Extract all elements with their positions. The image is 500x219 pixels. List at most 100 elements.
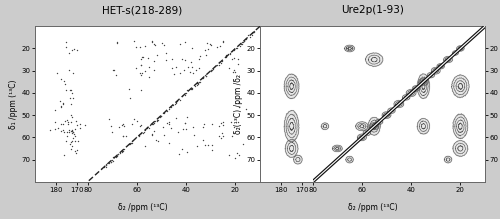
Polygon shape xyxy=(417,74,430,99)
Point xyxy=(228,134,236,138)
Point xyxy=(72,48,80,51)
Point xyxy=(222,55,230,58)
Point xyxy=(52,127,60,131)
Point xyxy=(56,105,64,108)
Point xyxy=(66,96,74,100)
Polygon shape xyxy=(294,155,302,164)
Point xyxy=(114,152,122,156)
Polygon shape xyxy=(284,110,299,142)
Polygon shape xyxy=(388,108,395,113)
Point xyxy=(211,64,219,68)
Point xyxy=(50,120,58,124)
Point xyxy=(141,44,149,48)
Point xyxy=(64,134,72,137)
Point xyxy=(136,63,144,66)
Point xyxy=(204,47,212,51)
Point xyxy=(126,142,134,146)
Point xyxy=(160,133,168,136)
Point xyxy=(236,106,244,109)
Point xyxy=(128,122,136,125)
Point xyxy=(192,85,200,88)
Point xyxy=(230,68,238,72)
Point xyxy=(230,56,238,60)
Point xyxy=(160,111,168,115)
Point xyxy=(184,88,192,92)
Polygon shape xyxy=(427,72,434,78)
Point xyxy=(228,49,236,53)
Point xyxy=(71,134,79,137)
Point xyxy=(182,127,190,131)
Point xyxy=(150,121,158,125)
Point xyxy=(110,155,118,159)
Point xyxy=(136,71,144,74)
Point xyxy=(138,131,146,134)
Point xyxy=(176,43,184,46)
Point xyxy=(65,131,73,134)
Point xyxy=(110,155,118,159)
Point xyxy=(110,68,118,72)
Point xyxy=(216,61,224,64)
Point xyxy=(158,115,166,118)
Point xyxy=(188,47,196,50)
Point xyxy=(120,124,128,127)
Point xyxy=(140,144,148,148)
Point xyxy=(59,122,67,125)
Point xyxy=(248,33,256,37)
Point xyxy=(70,127,78,130)
Point xyxy=(148,122,156,126)
Point xyxy=(235,101,243,104)
Point xyxy=(174,153,182,156)
Point xyxy=(178,58,186,61)
Point xyxy=(152,119,160,122)
Point xyxy=(233,151,241,155)
Polygon shape xyxy=(382,112,391,118)
Point xyxy=(69,131,77,134)
Point xyxy=(150,129,158,133)
Point xyxy=(158,42,166,45)
Point xyxy=(67,129,75,132)
Point xyxy=(134,134,142,137)
Point xyxy=(68,113,76,117)
Point xyxy=(208,68,216,72)
Point xyxy=(68,92,76,95)
Point xyxy=(176,71,184,75)
Point xyxy=(119,134,127,138)
Point xyxy=(152,119,160,123)
Point xyxy=(64,122,72,125)
Point xyxy=(63,130,71,134)
Point xyxy=(68,129,76,133)
Point xyxy=(215,63,223,67)
Point xyxy=(138,131,145,135)
Point xyxy=(172,100,180,104)
Point xyxy=(187,60,195,64)
Point xyxy=(248,32,256,35)
Polygon shape xyxy=(418,78,428,85)
Point xyxy=(67,121,75,124)
Point xyxy=(102,163,110,167)
Point xyxy=(202,53,209,56)
Point xyxy=(56,100,64,103)
Point xyxy=(137,58,145,61)
Text: HET-s(218-289): HET-s(218-289) xyxy=(102,5,182,15)
Point xyxy=(122,134,130,138)
Point xyxy=(196,80,204,83)
Point xyxy=(169,103,177,106)
Point xyxy=(128,139,136,143)
Point xyxy=(180,69,188,72)
Point xyxy=(215,134,223,137)
Point xyxy=(178,95,186,98)
Point xyxy=(62,45,70,49)
Polygon shape xyxy=(412,85,420,91)
Point xyxy=(186,71,194,74)
Point xyxy=(208,143,216,147)
Point xyxy=(70,133,78,136)
Point xyxy=(144,126,152,130)
Polygon shape xyxy=(452,51,458,55)
Point xyxy=(106,161,114,164)
Point xyxy=(114,152,122,156)
Point xyxy=(226,52,234,56)
Point xyxy=(230,48,238,51)
Polygon shape xyxy=(363,130,370,136)
Point xyxy=(65,128,73,132)
Point xyxy=(148,39,156,43)
